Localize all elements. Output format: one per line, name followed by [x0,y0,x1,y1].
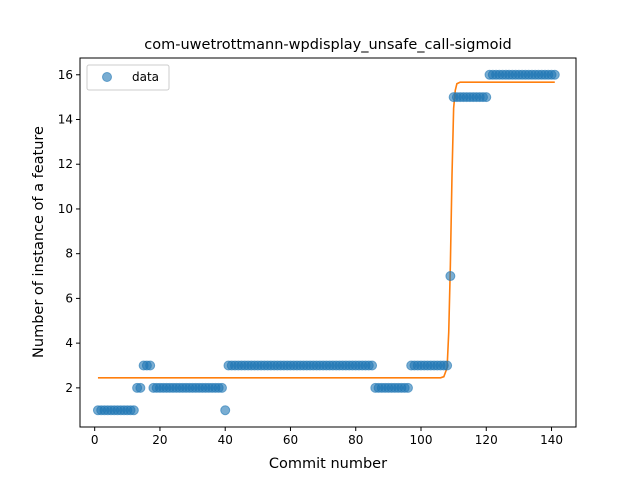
legend-box [86,64,170,91]
y-tick-label: 2 [65,381,73,395]
x-tick-label: 80 [348,433,363,447]
data-point [135,382,146,393]
x-tick-label: 120 [475,433,498,447]
data-point [367,360,378,371]
x-tick-label: 60 [283,433,298,447]
plot-frame [79,57,577,428]
legend: data [86,64,170,91]
data-point [220,405,231,416]
legend-marker-data [102,72,112,82]
y-tick-label: 8 [65,247,73,261]
data-point [445,271,456,282]
y-tick-label: 14 [58,113,73,127]
y-tick-label: 4 [65,336,73,350]
x-tick-label: 0 [91,433,99,447]
y-tick-label: 6 [65,291,73,305]
x-tick-label: 40 [218,433,233,447]
y-tick-label: 16 [58,68,73,82]
x-tick-label: 20 [152,433,167,447]
data-point [402,382,413,393]
y-axis-label: Number of instance of a feature [31,126,47,358]
data-point [216,382,227,393]
legend-label-data: data [132,70,159,84]
fit-line [97,81,555,379]
data-point [481,92,492,103]
y-tick-label: 12 [58,157,73,171]
x-axis-label: Commit number [269,456,387,472]
x-tick-label: 140 [540,433,563,447]
data-point [145,360,156,371]
x-tick-label: 100 [410,433,433,447]
data-point [128,405,139,416]
y-tick-label: 10 [58,202,73,216]
data-point [442,360,453,371]
chart-title: com-uwetrottmann-wpdisplay_unsafe_call-s… [144,37,511,53]
data-point [549,69,560,80]
